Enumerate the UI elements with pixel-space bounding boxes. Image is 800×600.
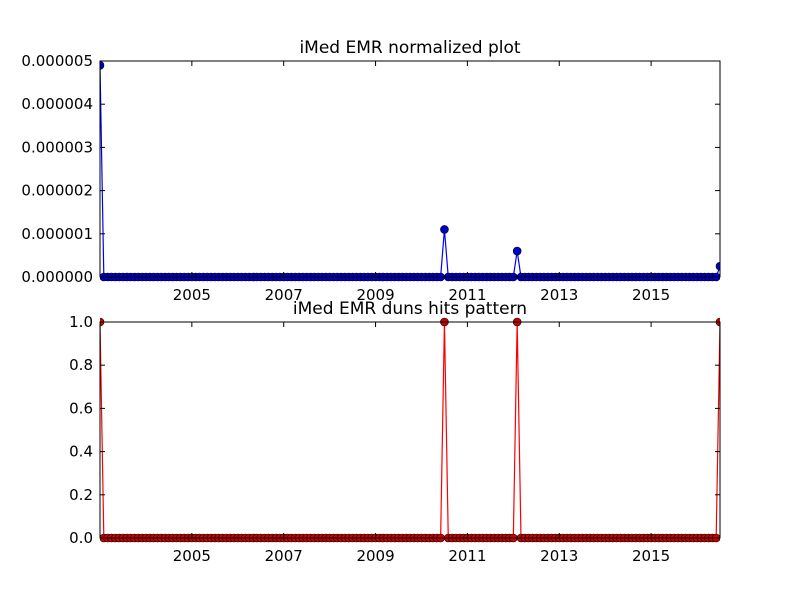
y-tick-label: 0.6 <box>69 399 93 417</box>
y-tick-label: 0.000002 <box>21 182 93 200</box>
x-tick-label: 2005 <box>173 286 211 304</box>
y-tick-label: 0.8 <box>69 356 93 374</box>
series <box>100 61 720 282</box>
data-point <box>715 261 720 271</box>
normalized-plot-chart: iMed EMR normalized plot 2005 2007 2009 … <box>21 38 721 304</box>
plot-area <box>99 60 721 282</box>
x-tick-label: 2015 <box>632 547 670 565</box>
x-tick-label: 2011 <box>448 547 486 565</box>
y-tick-label: 0.000005 <box>21 52 93 70</box>
x-tick-label: 2009 <box>356 286 394 304</box>
x-tick-label: 2011 <box>448 286 486 304</box>
chart-title: iMed EMR normalized plot <box>299 38 520 58</box>
plot-frame <box>99 321 721 539</box>
x-tick-label: 2009 <box>356 547 394 565</box>
y-axis: 0.000000 0.000001 0.000002 0.000003 0.00… <box>21 52 93 286</box>
y-axis: 0.0 0.2 0.4 0.6 0.8 1.0 <box>69 313 93 547</box>
y-tick-label: 0.2 <box>69 486 93 504</box>
x-tick-label: 2013 <box>540 286 578 304</box>
y-tick-label: 0.000000 <box>21 268 93 286</box>
y-tick-label: 0.000001 <box>21 225 93 243</box>
y-tick-label: 0.4 <box>69 443 93 461</box>
x-axis: 2005 2007 2009 2011 2013 2015 <box>173 547 670 565</box>
x-axis: 2005 2007 2009 2011 2013 2015 <box>173 286 670 304</box>
x-tick-label: 2007 <box>265 286 303 304</box>
plot-frame <box>99 60 721 278</box>
y-tick-label: 0.000003 <box>21 138 93 156</box>
x-tick-label: 2013 <box>540 547 578 565</box>
chart-title: iMed EMR duns hits pattern <box>293 299 527 319</box>
data-point <box>100 61 105 70</box>
data-point <box>440 225 449 234</box>
y-tick-label: 0.0 <box>69 529 93 547</box>
plot-area <box>99 317 721 543</box>
duns-hits-chart: iMed EMR duns hits pattern 2005 2007 200… <box>69 299 721 565</box>
y-tick-label: 1.0 <box>69 313 93 331</box>
x-tick-label: 2005 <box>173 547 211 565</box>
data-point <box>512 246 522 256</box>
x-tick-label: 2015 <box>632 286 670 304</box>
y-tick-label: 0.000004 <box>21 95 93 113</box>
x-tick-label: 2007 <box>265 547 303 565</box>
